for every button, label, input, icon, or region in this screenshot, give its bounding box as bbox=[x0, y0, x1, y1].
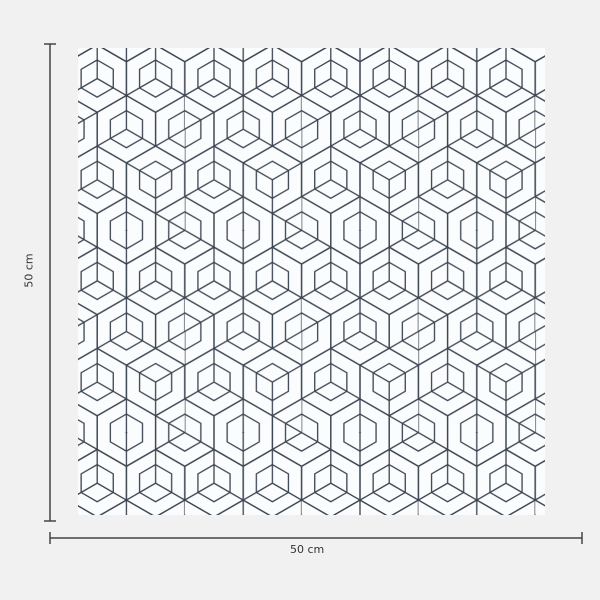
patterned-tile bbox=[78, 48, 545, 515]
height-label: 50 cm bbox=[22, 253, 36, 288]
tile-pattern bbox=[78, 48, 545, 515]
width-label: 50 cm bbox=[290, 543, 325, 556]
